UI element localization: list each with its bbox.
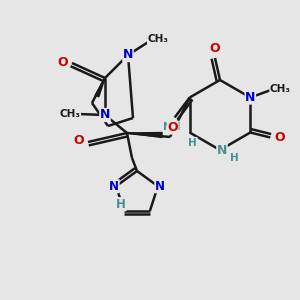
Text: N: N — [245, 91, 256, 104]
Text: H: H — [116, 198, 126, 211]
Text: H: H — [230, 153, 238, 163]
Polygon shape — [127, 133, 162, 137]
Text: H: H — [188, 137, 197, 148]
Text: N: N — [155, 180, 165, 193]
Text: CH₃: CH₃ — [59, 109, 80, 119]
Text: N: N — [123, 49, 133, 62]
Text: N: N — [100, 109, 110, 122]
Text: O: O — [58, 56, 68, 68]
Text: CH₃: CH₃ — [270, 85, 291, 94]
Text: O: O — [74, 134, 84, 148]
Polygon shape — [95, 78, 105, 97]
Text: N: N — [109, 180, 119, 193]
Text: NH: NH — [163, 122, 181, 132]
Text: CH₃: CH₃ — [148, 34, 169, 44]
Text: O: O — [210, 41, 220, 55]
Text: O: O — [167, 121, 178, 134]
Text: O: O — [274, 131, 285, 144]
Text: N: N — [217, 143, 227, 157]
